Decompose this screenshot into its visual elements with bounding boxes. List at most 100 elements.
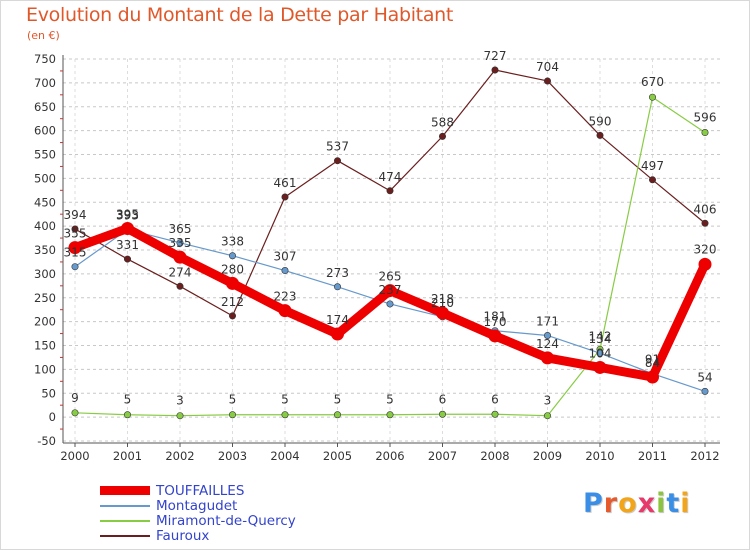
data-point-montagudet: [701, 387, 709, 395]
data-label-miramont-de-quercy: 6: [491, 392, 499, 406]
data-label-fauroux: 212: [221, 295, 244, 309]
data-label-touffailles: 124: [536, 337, 559, 351]
logo-letter: i: [680, 488, 691, 519]
data-label-miramont-de-quercy: 142: [589, 329, 612, 343]
series-line-fauroux: [547, 80, 601, 136]
data-label-montagudet: 134: [589, 332, 612, 346]
data-point-montagudet: [229, 252, 237, 260]
y-tick-label: 300: [34, 267, 56, 281]
data-point-touffailles: [278, 304, 292, 318]
series-line-fauroux: [652, 179, 706, 224]
data-label-miramont-de-quercy: 6: [439, 392, 447, 406]
data-point-touffailles: [646, 370, 659, 384]
data-point-touffailles: [331, 327, 344, 341]
data-label-touffailles: 320: [694, 242, 717, 256]
data-label-fauroux: 727: [484, 49, 507, 63]
data-label-miramont-de-quercy: 596: [694, 111, 717, 125]
x-tick-label: 2001: [113, 449, 142, 463]
data-label-miramont-de-quercy: 5: [386, 393, 394, 407]
y-tick-label: 750: [34, 52, 56, 66]
data-label-miramont-de-quercy: 670: [641, 75, 664, 89]
chart-title: Evolution du Montant de la Dette par Hab…: [26, 4, 454, 26]
data-label-montagudet: 338: [221, 235, 244, 249]
data-point-miramont-de-quercy: [229, 411, 237, 419]
series-line-fauroux: [494, 69, 548, 82]
data-point-fauroux: [124, 255, 132, 263]
data-label-montagudet: 210: [431, 296, 454, 310]
data-point-fauroux: [438, 132, 446, 140]
data-point-miramont-de-quercy: [386, 411, 394, 419]
data-label-montagudet: 54: [697, 370, 712, 384]
proxiti-logo: Proxiti: [583, 488, 691, 519]
series-line-fauroux: [231, 196, 286, 317]
data-label-miramont-de-quercy: 5: [229, 393, 237, 407]
data-point-miramont-de-quercy: [701, 129, 709, 137]
series-line-fauroux: [599, 134, 653, 181]
data-label-touffailles: 265: [379, 270, 402, 284]
data-label-miramont-de-quercy: 5: [334, 393, 342, 407]
logo-letter: P: [583, 488, 604, 519]
data-point-touffailles: [226, 276, 239, 290]
y-tick-label: 200: [34, 315, 56, 329]
data-label-fauroux: 331: [116, 238, 139, 252]
data-label-montagudet: 273: [326, 266, 349, 280]
y-tick-label: 350: [34, 243, 56, 257]
data-point-fauroux: [386, 187, 394, 195]
data-label-montagudet: 307: [274, 250, 297, 264]
data-label-fauroux: 461: [274, 176, 297, 190]
data-label-fauroux: 590: [589, 114, 612, 128]
legend-swatch-touffailles: [100, 486, 150, 495]
y-tick-label: 700: [34, 76, 56, 90]
y-tick-label: -50: [37, 434, 56, 448]
data-point-fauroux: [333, 157, 341, 165]
series-line-fauroux: [284, 160, 338, 198]
logo-letter: i: [656, 488, 667, 519]
x-tick-label: 2008: [480, 449, 509, 463]
data-point-touffailles: [383, 284, 397, 298]
x-tick-label: 2000: [60, 449, 89, 463]
data-point-miramont-de-quercy: [648, 93, 656, 101]
data-label-touffailles: 280: [221, 262, 244, 276]
data-label-fauroux: 537: [326, 140, 349, 154]
data-label-fauroux: 497: [641, 159, 664, 173]
data-point-miramont-de-quercy: [281, 411, 289, 419]
y-tick-label: 500: [34, 171, 56, 185]
data-point-touffailles: [593, 360, 607, 374]
y-tick-label: 600: [34, 124, 56, 138]
data-point-fauroux: [543, 77, 551, 85]
data-point-miramont-de-quercy: [176, 412, 184, 420]
data-label-touffailles: 335: [169, 236, 192, 250]
data-point-touffailles: [121, 222, 134, 236]
x-tick-label: 2006: [375, 449, 404, 463]
data-label-fauroux: 474: [379, 170, 402, 184]
data-label-touffailles: 355: [64, 227, 87, 241]
y-tick-label: 400: [34, 219, 56, 233]
data-point-miramont-de-quercy: [491, 410, 499, 418]
line-chart: -50 0 50 100 150 200 250 300 350 400 450 500 550 600 6…: [34, 49, 720, 463]
data-label-touffailles: 223: [274, 290, 297, 304]
x-tick-label: 2010: [585, 449, 614, 463]
data-point-touffailles: [488, 329, 502, 343]
data-point-miramont-de-quercy: [333, 411, 341, 419]
data-label-montagudet: 181: [484, 310, 507, 324]
data-point-fauroux: [176, 282, 184, 290]
data-label-fauroux: 274: [169, 265, 192, 279]
x-tick-label: 2003: [218, 449, 247, 463]
data-label-miramont-de-quercy: 5: [124, 393, 132, 407]
data-point-touffailles: [541, 351, 554, 365]
data-point-montagudet: [386, 300, 394, 308]
x-tick-label: 2009: [533, 449, 562, 463]
legend-swatch-fauroux: [100, 535, 150, 537]
legend-swatch-miramont: [100, 520, 150, 522]
data-label-montagudet: 365: [169, 222, 192, 236]
data-label-touffailles: 104: [589, 346, 612, 360]
data-label-montagudet: 171: [536, 314, 559, 328]
x-tick-label: 2011: [638, 449, 667, 463]
data-point-touffailles: [698, 257, 712, 271]
legend-swatch-montagudet: [100, 505, 150, 507]
data-point-miramont-de-quercy: [71, 409, 79, 417]
data-label-touffailles: 170: [484, 315, 507, 329]
data-point-montagudet: [333, 283, 341, 291]
data-label-montagudet: 91: [645, 353, 660, 367]
data-point-montagudet: [71, 263, 79, 271]
